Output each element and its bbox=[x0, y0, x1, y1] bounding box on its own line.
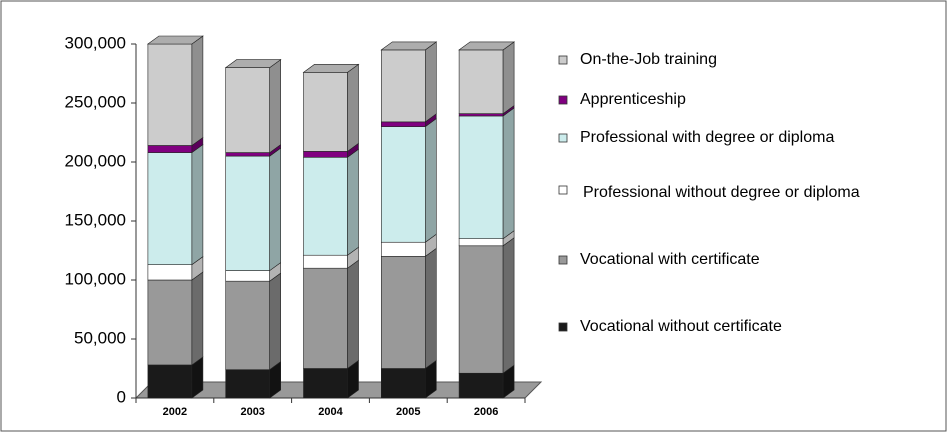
bar-top bbox=[458, 41, 516, 51]
x-tick-label: 2006 bbox=[474, 406, 498, 418]
bar-segment bbox=[380, 49, 426, 123]
bar-side bbox=[191, 143, 204, 266]
bar-side bbox=[424, 247, 437, 370]
bar-segment bbox=[380, 121, 426, 127]
y-tick-label: 50,000 bbox=[74, 328, 126, 347]
bar-side bbox=[269, 147, 282, 272]
y-tick-label: 100,000 bbox=[65, 269, 126, 288]
legend-label: Apprenticeship bbox=[580, 91, 686, 108]
bar-segment bbox=[303, 72, 348, 152]
bar-segment bbox=[380, 368, 426, 399]
bar-segment bbox=[458, 245, 504, 374]
bar-segment bbox=[147, 145, 193, 153]
y-tick-label: 0 bbox=[117, 387, 126, 406]
bar-top bbox=[380, 41, 438, 51]
x-tick-label: 2003 bbox=[240, 406, 264, 418]
bar-segment bbox=[225, 270, 270, 282]
bar-segment bbox=[147, 279, 193, 366]
bar-side bbox=[269, 272, 282, 371]
bar-segment bbox=[147, 364, 193, 399]
bar-side bbox=[502, 41, 515, 115]
bar-segment bbox=[458, 115, 504, 240]
bar-segment bbox=[303, 267, 348, 369]
bar-segment bbox=[225, 369, 270, 399]
bar-segment bbox=[380, 256, 426, 369]
bar-side bbox=[269, 59, 282, 154]
bar-side bbox=[347, 148, 359, 256]
legend-label: Professional with degree or diploma bbox=[580, 129, 834, 146]
bar-side bbox=[502, 107, 515, 240]
legend-swatch bbox=[558, 255, 568, 265]
bar-side bbox=[502, 237, 515, 374]
bar-segment bbox=[225, 152, 270, 157]
legend-swatch bbox=[558, 95, 568, 105]
bar-segment bbox=[303, 254, 348, 269]
bar-side bbox=[424, 118, 437, 243]
bar-top bbox=[146, 35, 204, 45]
bar-segment bbox=[458, 113, 504, 117]
x-tick-label: 2004 bbox=[318, 406, 343, 418]
bar-side bbox=[347, 63, 359, 152]
bar-top bbox=[224, 59, 282, 68]
legend-swatch bbox=[558, 322, 568, 332]
bar-segment bbox=[380, 241, 426, 257]
x-tick-label: 2002 bbox=[163, 406, 187, 418]
legend-label: Vocational with certificate bbox=[580, 251, 760, 268]
legend-label: Professional without degree or diploma bbox=[583, 184, 860, 201]
bar-segment bbox=[225, 155, 270, 271]
legend-label: Vocational without certificate bbox=[580, 318, 782, 335]
legend-swatch bbox=[558, 55, 568, 65]
bar-segment bbox=[147, 264, 193, 281]
bar-segment bbox=[147, 43, 193, 146]
bar-segment bbox=[458, 238, 504, 247]
bar-segment bbox=[303, 156, 348, 256]
y-tick-label: 300,000 bbox=[65, 33, 126, 52]
bar-segment bbox=[303, 368, 348, 399]
x-tick-label: 2005 bbox=[396, 406, 420, 418]
bar-side bbox=[347, 259, 359, 370]
y-tick-label: 150,000 bbox=[65, 210, 126, 229]
bar-segment bbox=[380, 126, 426, 243]
bar-segment bbox=[458, 49, 504, 114]
bar-side bbox=[424, 41, 437, 123]
bar-side bbox=[191, 271, 204, 366]
bar-segment bbox=[147, 152, 193, 265]
bar-segment bbox=[225, 280, 270, 370]
legend-label: On-the-Job training bbox=[580, 51, 717, 68]
y-tick-label: 250,000 bbox=[65, 92, 126, 111]
legend-swatch bbox=[558, 133, 568, 143]
bar-segment bbox=[303, 151, 348, 158]
bar-segment bbox=[458, 372, 504, 399]
bar-top bbox=[302, 64, 360, 73]
y-tick-label: 200,000 bbox=[65, 151, 126, 170]
bar-segment bbox=[225, 67, 270, 153]
legend-swatch bbox=[558, 185, 568, 195]
bar-side bbox=[191, 35, 204, 147]
